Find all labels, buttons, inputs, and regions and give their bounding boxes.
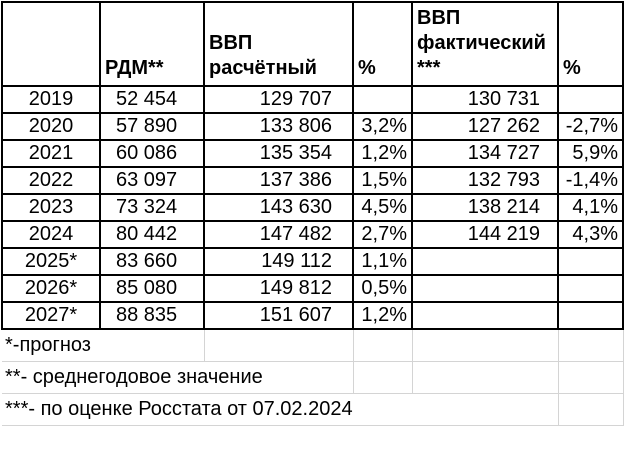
table-row: 2021 60 086 135 354 1,2% 134 727 5,9% bbox=[1, 139, 624, 168]
table-row: 2026* 85 080 149 812 0,5% bbox=[1, 274, 624, 303]
table-row: 2025* 83 660 149 112 1,1% bbox=[1, 247, 624, 276]
header-cell-gdp-calc[interactable]: ВВП расчётный bbox=[203, 1, 354, 87]
header-line: ВВП bbox=[209, 32, 253, 54]
rdm-cell[interactable]: 80 442 bbox=[99, 220, 205, 249]
header-line: *** bbox=[417, 57, 441, 79]
pct-calc-cell[interactable]: 0,5% bbox=[352, 274, 413, 303]
pct-fact-cell[interactable]: 5,9% bbox=[557, 139, 624, 168]
header-cell-year[interactable] bbox=[1, 1, 101, 87]
pct-calc-cell[interactable]: 3,2% bbox=[352, 112, 413, 141]
empty-cell[interactable] bbox=[558, 361, 624, 394]
footnote-cell[interactable]: **- среднегодовое значение bbox=[2, 361, 354, 394]
rdm-cell[interactable]: 85 080 bbox=[99, 274, 205, 303]
gdp-fact-cell[interactable]: 130 731 bbox=[411, 85, 559, 114]
pct-fact-cell[interactable] bbox=[557, 274, 624, 303]
gdp-fact-cell[interactable] bbox=[411, 247, 559, 276]
pct-fact-cell[interactable]: 4,3% bbox=[557, 220, 624, 249]
gdp-calc-cell[interactable]: 129 707 bbox=[203, 85, 354, 114]
footnote-row: ***- по оценке Росстата от 07.02.2024 bbox=[2, 393, 624, 426]
header-cell-rdm[interactable]: РДМ** bbox=[99, 1, 205, 87]
pct-calc-cell[interactable]: 1,5% bbox=[352, 166, 413, 195]
pct-fact-cell[interactable]: -1,4% bbox=[557, 166, 624, 195]
gdp-fact-cell[interactable]: 138 214 bbox=[411, 193, 559, 222]
year-cell[interactable]: 2021 bbox=[1, 139, 101, 168]
rdm-cell[interactable]: 60 086 bbox=[99, 139, 205, 168]
empty-cell[interactable] bbox=[412, 361, 559, 394]
gdp-calc-cell[interactable]: 133 806 bbox=[203, 112, 354, 141]
header-line: фактический bbox=[417, 32, 546, 54]
pct-calc-cell[interactable]: 2,7% bbox=[352, 220, 413, 249]
pct-fact-cell[interactable] bbox=[557, 301, 624, 330]
empty-cell[interactable] bbox=[353, 329, 413, 362]
gdp-fact-cell[interactable] bbox=[411, 274, 559, 303]
empty-cell[interactable] bbox=[412, 329, 559, 362]
gdp-fact-cell[interactable] bbox=[411, 301, 559, 330]
rdm-cell[interactable]: 73 324 bbox=[99, 193, 205, 222]
gdp-calc-cell[interactable]: 147 482 bbox=[203, 220, 354, 249]
pct-fact-cell[interactable]: 4,1% bbox=[557, 193, 624, 222]
year-cell[interactable]: 2019 bbox=[1, 85, 101, 114]
table-row: 2023 73 324 143 630 4,5% 138 214 4,1% bbox=[1, 193, 624, 222]
footnote-row: **- среднегодовое значение bbox=[2, 361, 624, 394]
empty-cell[interactable] bbox=[204, 329, 354, 362]
gdp-calc-cell[interactable]: 149 112 bbox=[203, 247, 354, 276]
pct-fact-cell[interactable] bbox=[557, 247, 624, 276]
gdp-fact-cell[interactable]: 132 793 bbox=[411, 166, 559, 195]
gdp-fact-cell[interactable]: 134 727 bbox=[411, 139, 559, 168]
header-cell-gdp-fact[interactable]: ВВП фактический *** bbox=[411, 1, 559, 87]
rdm-cell[interactable]: 83 660 bbox=[99, 247, 205, 276]
rdm-cell[interactable]: 52 454 bbox=[99, 85, 205, 114]
footnote-cell[interactable]: ***- по оценке Росстата от 07.02.2024 bbox=[2, 393, 559, 426]
header-row: РДМ** ВВП расчётный % ВВП фактический **… bbox=[1, 1, 624, 87]
pct-calc-cell[interactable]: 4,5% bbox=[352, 193, 413, 222]
year-cell[interactable]: 2027* bbox=[1, 301, 101, 330]
pct-calc-cell[interactable] bbox=[352, 85, 413, 114]
pct-fact-cell[interactable] bbox=[557, 85, 624, 114]
rdm-cell[interactable]: 57 890 bbox=[99, 112, 205, 141]
year-cell[interactable]: 2020 bbox=[1, 112, 101, 141]
year-cell[interactable]: 2025* bbox=[1, 247, 101, 276]
empty-cell[interactable] bbox=[353, 361, 413, 394]
year-cell[interactable]: 2024 bbox=[1, 220, 101, 249]
table-row: 2027* 88 835 151 607 1,2% bbox=[1, 301, 624, 330]
pct-calc-cell[interactable]: 1,1% bbox=[352, 247, 413, 276]
gdp-calc-cell[interactable]: 149 812 bbox=[203, 274, 354, 303]
gdp-calc-cell[interactable]: 137 386 bbox=[203, 166, 354, 195]
pct-fact-cell[interactable]: -2,7% bbox=[557, 112, 624, 141]
year-cell[interactable]: 2023 bbox=[1, 193, 101, 222]
header-cell-pct-calc[interactable]: % bbox=[352, 1, 413, 87]
gdp-calc-cell[interactable]: 135 354 bbox=[203, 139, 354, 168]
header-line: расчётный bbox=[209, 57, 317, 79]
table-row: 2024 80 442 147 482 2,7% 144 219 4,3% bbox=[1, 220, 624, 249]
gdp-calc-cell[interactable]: 151 607 bbox=[203, 301, 354, 330]
year-cell[interactable]: 2022 bbox=[1, 166, 101, 195]
pct-calc-cell[interactable]: 1,2% bbox=[352, 139, 413, 168]
empty-cell[interactable] bbox=[558, 329, 624, 362]
table-row: 2019 52 454 129 707 130 731 bbox=[1, 85, 624, 114]
table-row: 2022 63 097 137 386 1,5% 132 793 -1,4% bbox=[1, 166, 624, 195]
spreadsheet-table: РДМ** ВВП расчётный % ВВП фактический **… bbox=[1, 1, 624, 426]
footnote-cell[interactable]: *-прогноз bbox=[2, 329, 205, 362]
pct-calc-cell[interactable]: 1,2% bbox=[352, 301, 413, 330]
rdm-cell[interactable]: 88 835 bbox=[99, 301, 205, 330]
rdm-cell[interactable]: 63 097 bbox=[99, 166, 205, 195]
gdp-calc-cell[interactable]: 143 630 bbox=[203, 193, 354, 222]
empty-cell[interactable] bbox=[558, 393, 624, 426]
gdp-fact-cell[interactable]: 127 262 bbox=[411, 112, 559, 141]
footnote-row: *-прогноз bbox=[2, 329, 624, 362]
year-cell[interactable]: 2026* bbox=[1, 274, 101, 303]
header-line: ВВП bbox=[417, 7, 461, 29]
gdp-fact-cell[interactable]: 144 219 bbox=[411, 220, 559, 249]
header-cell-pct-fact[interactable]: % bbox=[557, 1, 624, 87]
table-row: 2020 57 890 133 806 3,2% 127 262 -2,7% bbox=[1, 112, 624, 141]
